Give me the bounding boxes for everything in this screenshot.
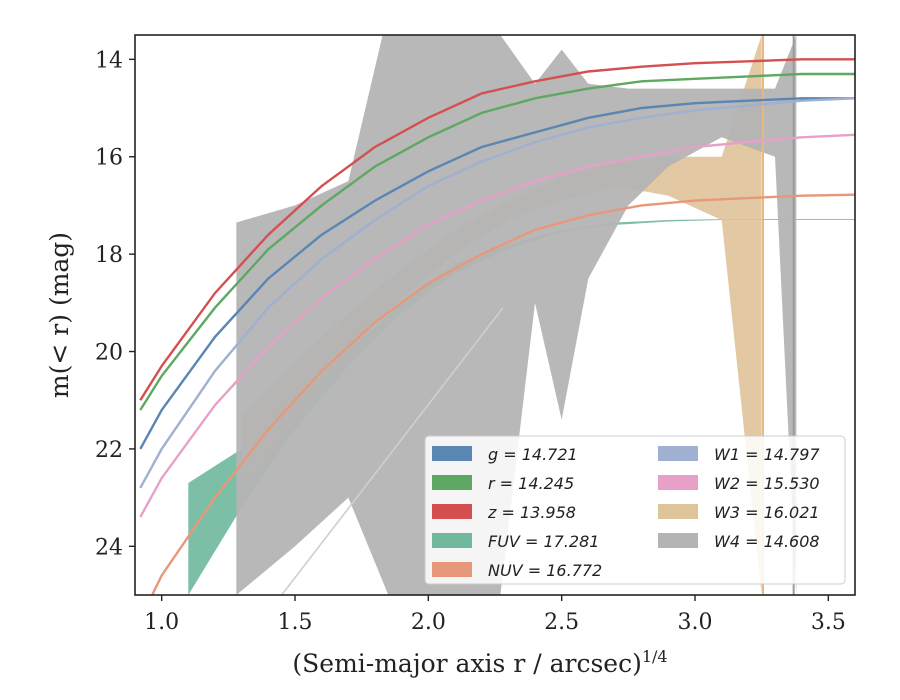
legend-label: W3 = 16.021 xyxy=(714,503,820,522)
series-w2-line xyxy=(139,133,855,518)
legend-label: W1 = 14.797 xyxy=(714,445,820,464)
legend-label: z = 13.958 xyxy=(487,503,576,522)
legend-swatch xyxy=(432,475,472,490)
legend-label: NUV = 16.772 xyxy=(488,561,602,580)
legend-swatch xyxy=(658,475,698,490)
plot-frame xyxy=(134,34,856,596)
legend-swatch xyxy=(432,504,472,519)
series-g-line xyxy=(139,97,855,450)
series-w1-line xyxy=(139,97,855,489)
legend-label: g = 14.721 xyxy=(488,445,578,464)
x-tick-label: 3.0 xyxy=(678,610,713,635)
y-tick-label: 24 xyxy=(95,535,123,560)
y-tick-label: 22 xyxy=(95,438,123,463)
legend-label: W2 = 15.530 xyxy=(714,474,820,493)
x-tick-label: 2.0 xyxy=(411,610,446,635)
legend-swatch xyxy=(432,446,472,461)
y-tick-label: 14 xyxy=(95,48,123,73)
legend-label: FUV = 17.281 xyxy=(488,532,599,551)
legend-swatch xyxy=(432,562,472,577)
x-tick-label: 1.0 xyxy=(144,610,179,635)
series-r-line xyxy=(139,72,855,411)
x-axis: 1.0 1.5 2.0 2.5 3.0 3.5 xyxy=(144,595,846,635)
series-nuv-line xyxy=(150,193,855,595)
x-tick-label: 2.5 xyxy=(544,610,579,635)
reference-line xyxy=(281,307,504,595)
legend: g = 14.721 r = 14.245 z = 13.958 FUV = 17.2… xyxy=(424,435,846,585)
series-w4-band xyxy=(236,35,797,595)
legend-swatch xyxy=(658,446,698,461)
x-axis-label-exponent: 1/4 xyxy=(642,647,668,666)
legend-swatch xyxy=(432,533,472,548)
y-tick-label: 18 xyxy=(95,243,123,268)
legend-label: W4 = 14.608 xyxy=(714,532,820,551)
x-axis-label: (Semi-major axis r / arcsec)1/4 xyxy=(292,647,667,678)
y-tick-label: 20 xyxy=(95,341,123,366)
y-axis-label: m(< r) (mag) xyxy=(45,232,74,398)
y-tick-label: 16 xyxy=(95,146,123,171)
legend-swatch xyxy=(658,533,698,548)
plot-area xyxy=(139,35,855,595)
x-tick-label: 3.5 xyxy=(811,610,846,635)
legend-label: r = 14.245 xyxy=(488,474,574,493)
x-tick-label: 1.5 xyxy=(278,610,313,635)
legend-swatch xyxy=(658,504,698,519)
legend-box xyxy=(424,435,846,585)
y-axis: 14 16 18 20 22 24 xyxy=(95,48,135,560)
series-z-line xyxy=(139,58,855,401)
